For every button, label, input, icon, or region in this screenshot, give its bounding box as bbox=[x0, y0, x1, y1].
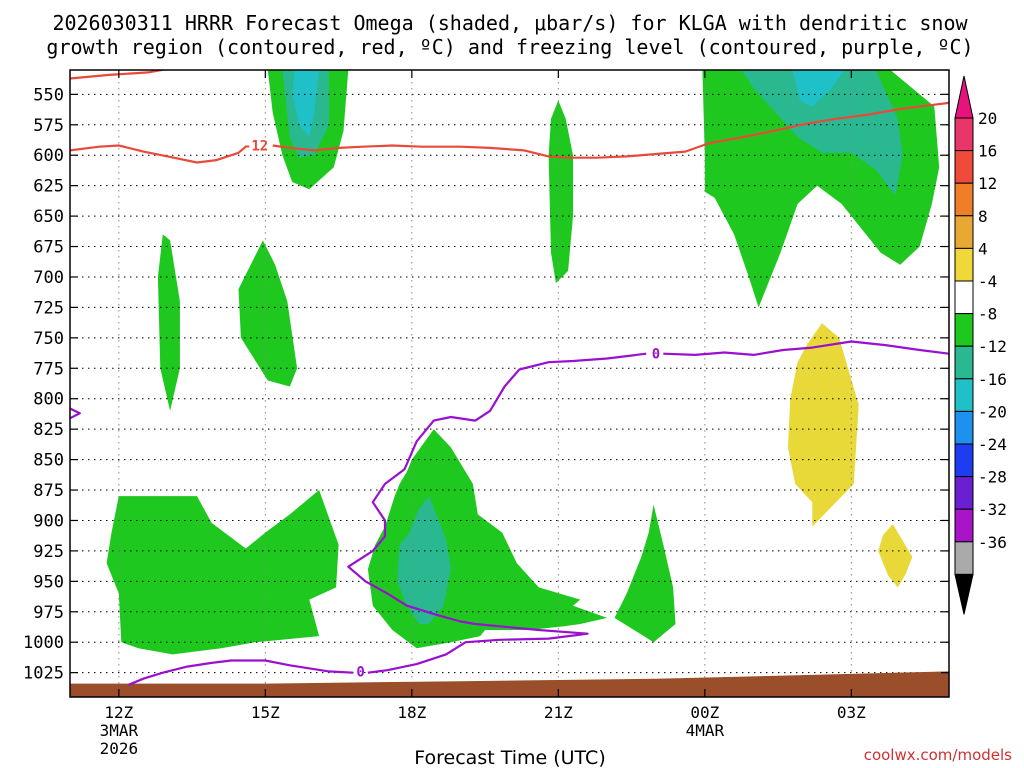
grid-lines bbox=[70, 70, 949, 697]
omega-region-13 bbox=[397, 496, 451, 624]
freezing-contour-line-3 bbox=[128, 659, 354, 686]
x-tick-label: 03Z bbox=[837, 703, 866, 722]
credit-text: coolwx.com/models bbox=[864, 746, 1012, 764]
dgz-contour-line-2 bbox=[272, 101, 949, 159]
colorbar-label: 12 bbox=[978, 174, 997, 193]
freezing-contour-line-1 bbox=[663, 340, 949, 356]
x-tick-label: 18Z bbox=[397, 703, 426, 722]
colorbar-bottom-arrow bbox=[954, 573, 974, 615]
colorbar-swatch bbox=[954, 508, 974, 543]
x-tick-label: 15Z bbox=[251, 703, 280, 722]
plot-frame bbox=[69, 69, 950, 698]
x-tick-label: 12Z bbox=[104, 703, 133, 722]
contours: -12 0 0 bbox=[70, 70, 949, 686]
y-tick-label: 700 bbox=[33, 268, 64, 288]
x-tick-sublabel: 2026 bbox=[100, 739, 139, 758]
x-tick-sublabel: 3MAR bbox=[100, 721, 139, 740]
colorbar-label: -20 bbox=[978, 402, 1007, 421]
omega-region-10 bbox=[878, 524, 913, 588]
y-tick-label: 1025 bbox=[23, 664, 64, 684]
omega-region-2 bbox=[292, 70, 320, 137]
colorbar-label: -4 bbox=[978, 272, 997, 291]
colorbar-swatch bbox=[954, 215, 974, 249]
omega-region-4 bbox=[238, 240, 298, 387]
y-tick-label: 1000 bbox=[23, 633, 64, 653]
colorbar-swatch bbox=[954, 541, 974, 575]
colorbar-label: -16 bbox=[978, 370, 1007, 389]
colorbar-label: 8 bbox=[978, 207, 988, 226]
colorbar-label: -32 bbox=[978, 500, 1007, 519]
colorbar-label: -12 bbox=[978, 337, 1007, 356]
x-tick-label: 00Z bbox=[690, 703, 719, 722]
colorbar-label: -28 bbox=[978, 468, 1007, 487]
omega-region-5 bbox=[548, 100, 573, 284]
y-axis: 550 575 600 625 650 675 700 725 750 775 800 825 850 8… bbox=[23, 85, 949, 684]
freezing-contour-label: 0 bbox=[652, 347, 660, 363]
omega-region-7 bbox=[741, 70, 903, 196]
colorbar-swatch bbox=[954, 280, 974, 315]
dgz-contour-line-0 bbox=[70, 70, 168, 80]
colorbar-label: 4 bbox=[978, 239, 988, 258]
y-tick-label: 675 bbox=[33, 238, 64, 258]
colorbar-swatch bbox=[954, 150, 974, 184]
y-tick-label: 575 bbox=[33, 116, 64, 136]
omega-region-12 bbox=[367, 429, 608, 649]
y-tick-label: 950 bbox=[33, 572, 64, 592]
omega-region-3 bbox=[157, 234, 180, 411]
freezing-contour-label: 0 bbox=[356, 664, 364, 680]
dgz-contour-line-1 bbox=[70, 144, 247, 164]
ground-layer bbox=[70, 671, 949, 697]
omega-region-11 bbox=[106, 490, 339, 655]
colorbar-label: 16 bbox=[978, 142, 997, 161]
colorbar-swatch bbox=[954, 476, 974, 510]
colorbar-top-arrow bbox=[954, 75, 974, 119]
ground-fill bbox=[70, 671, 949, 697]
colorbar-label: -24 bbox=[978, 435, 1007, 454]
y-tick-label: 550 bbox=[33, 85, 64, 105]
colorbar-swatch bbox=[954, 247, 974, 282]
y-tick-label: 800 bbox=[33, 390, 64, 410]
y-tick-label: 775 bbox=[33, 359, 64, 379]
y-tick-label: 625 bbox=[33, 177, 64, 197]
colorbar: 20 16 12 8 4 -4 -8 -12 -16 -20 -24 -28 -32 -36 bbox=[954, 75, 1007, 615]
colorbar-swatch bbox=[954, 443, 974, 478]
x-axis-label: Forecast Time (UTC) bbox=[414, 747, 605, 768]
y-tick-label: 875 bbox=[33, 481, 64, 501]
colorbar-swatch bbox=[954, 313, 974, 347]
omega-region-8 bbox=[792, 70, 844, 107]
omega-region-9 bbox=[787, 323, 859, 527]
colorbar-swatch bbox=[954, 345, 974, 380]
freezing-contour-line-0 bbox=[70, 407, 81, 420]
freezing-contour-line-2 bbox=[347, 352, 647, 674]
colorbar-swatch bbox=[954, 182, 974, 217]
colorbar-swatch bbox=[954, 117, 974, 152]
omega-shading bbox=[106, 70, 940, 655]
y-tick-label: 725 bbox=[33, 298, 64, 318]
y-tick-label: 975 bbox=[33, 603, 64, 623]
y-tick-label: 900 bbox=[33, 511, 64, 531]
dgz-contour-label: -12 bbox=[243, 138, 268, 154]
chart-title-line2: growth region (contoured, red, ºC) and f… bbox=[46, 35, 973, 59]
y-tick-label: 925 bbox=[33, 542, 64, 562]
y-tick-label: 650 bbox=[33, 207, 64, 227]
omega-region-14 bbox=[614, 504, 676, 643]
colorbar-label: -8 bbox=[978, 305, 997, 324]
colorbar-label: 20 bbox=[978, 109, 997, 128]
x-tick-label: 21Z bbox=[544, 703, 573, 722]
y-tick-label: 600 bbox=[33, 146, 64, 166]
colorbar-swatch bbox=[954, 378, 974, 412]
y-tick-label: 750 bbox=[33, 329, 64, 349]
colorbar-swatch bbox=[954, 410, 974, 445]
y-tick-label: 825 bbox=[33, 420, 64, 440]
x-tick-sublabel: 4MAR bbox=[686, 721, 725, 740]
chart-title-line1: 2026030311 HRRR Forecast Omega (shaded, … bbox=[52, 11, 968, 35]
y-tick-label: 850 bbox=[33, 451, 64, 471]
colorbar-label: -36 bbox=[978, 533, 1007, 552]
